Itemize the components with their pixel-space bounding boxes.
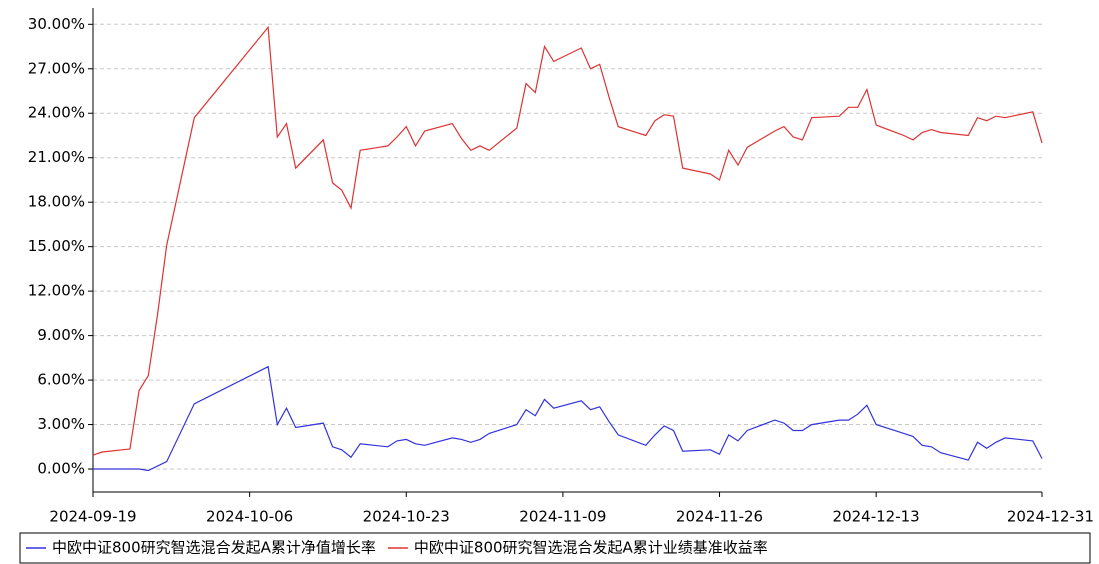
x-tick-label: 2024-12-13 bbox=[833, 508, 920, 526]
y-tick-label: 0.00% bbox=[37, 460, 85, 478]
series-line bbox=[93, 365, 1043, 472]
y-tick-label: 9.00% bbox=[37, 326, 85, 344]
y-tick-label: 24.00% bbox=[28, 104, 85, 122]
y-tick-label: 21.00% bbox=[28, 148, 85, 166]
y-tick-label: 30.00% bbox=[28, 15, 85, 33]
series-line bbox=[92, 25, 1043, 456]
y-tick-label: 3.00% bbox=[37, 415, 85, 433]
legend-label: 中欧中证800研究智选混合发起A累计业绩基准收益率 bbox=[414, 539, 768, 557]
x-tick-label: 2024-09-19 bbox=[49, 508, 136, 526]
legend-label: 中欧中证800研究智选混合发起A累计净值增长率 bbox=[52, 539, 376, 557]
y-tick-label: 6.00% bbox=[37, 371, 85, 389]
legend-box bbox=[19, 532, 1091, 564]
x-tick-label: 2024-11-09 bbox=[519, 508, 606, 526]
y-tick-label: 12.00% bbox=[28, 282, 85, 300]
x-tick-label: 2024-10-06 bbox=[206, 508, 293, 526]
y-tick-label: 18.00% bbox=[28, 193, 85, 211]
y-tick-label: 27.00% bbox=[28, 59, 85, 77]
x-tick-label: 2024-12-31 bbox=[1007, 508, 1094, 526]
x-tick-label: 2024-11-26 bbox=[676, 508, 763, 526]
x-tick-label: 2024-10-23 bbox=[363, 508, 450, 526]
y-tick-label: 15.00% bbox=[28, 237, 85, 255]
